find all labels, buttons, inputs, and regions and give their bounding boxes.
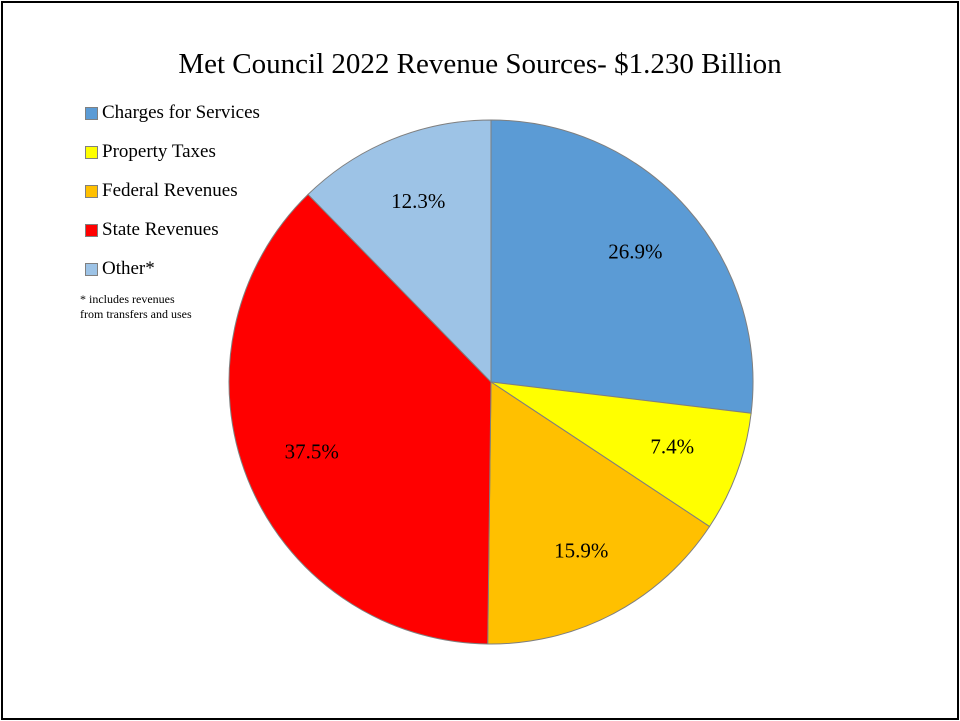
pie-slice-other	[307, 119, 492, 384]
legend-swatch	[85, 223, 98, 237]
legend-item-charges-for-services: Charges for Services	[85, 100, 260, 126]
legend-swatch	[85, 145, 98, 159]
legend-label: Property Taxes	[102, 141, 216, 162]
legend-swatch	[85, 184, 98, 198]
legend: Charges for Services Property Taxes Fede…	[85, 100, 260, 295]
pie-slice-federal-revenues	[487, 381, 711, 645]
legend-swatch	[85, 262, 98, 276]
legend-swatch	[85, 106, 98, 120]
legend-label: State Revenues	[102, 219, 219, 240]
pie-slice-charges-for-services	[490, 119, 754, 414]
legend-item-property-taxes: Property Taxes	[85, 139, 260, 165]
legend-item-state-revenues: State Revenues	[85, 217, 260, 243]
legend-item-federal-revenues: Federal Revenues	[85, 178, 260, 204]
pie-slice-property-taxes	[490, 381, 752, 528]
legend-item-other: Other*	[85, 256, 260, 282]
data-label-charges-for-services: 26.9%	[608, 240, 662, 264]
legend-label: Charges for Services	[102, 102, 260, 123]
data-label-federal-revenues: 15.9%	[554, 538, 608, 562]
data-label-property-taxes: 7.4%	[650, 434, 694, 458]
data-label-state-revenues: 37.5%	[285, 439, 339, 463]
legend-label: Other*	[102, 258, 155, 279]
legend-footnote: * includes revenues from transfers and u…	[80, 292, 192, 321]
chart-title: Met Council 2022 Revenue Sources- $1.230…	[178, 48, 782, 80]
legend-label: Federal Revenues	[102, 180, 238, 201]
data-label-other: 12.3%	[391, 189, 445, 213]
pie-slice-state-revenues	[228, 193, 492, 645]
